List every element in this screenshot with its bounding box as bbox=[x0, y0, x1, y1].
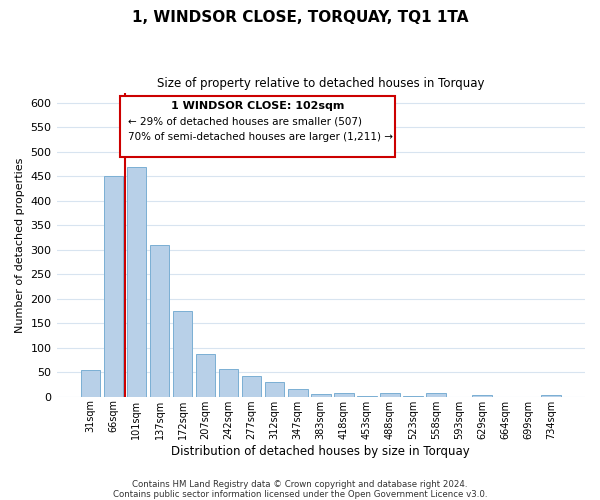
Bar bbox=[288, 390, 308, 396]
Bar bbox=[104, 176, 123, 396]
Bar bbox=[196, 354, 215, 397]
Bar bbox=[380, 393, 400, 396]
X-axis label: Distribution of detached houses by size in Torquay: Distribution of detached houses by size … bbox=[172, 444, 470, 458]
Bar bbox=[334, 392, 353, 396]
Text: Contains HM Land Registry data © Crown copyright and database right 2024.: Contains HM Land Registry data © Crown c… bbox=[132, 480, 468, 489]
Bar bbox=[80, 370, 100, 396]
Bar bbox=[426, 392, 446, 396]
Text: Contains public sector information licensed under the Open Government Licence v3: Contains public sector information licen… bbox=[113, 490, 487, 499]
Bar bbox=[242, 376, 262, 396]
Bar bbox=[173, 311, 193, 396]
Bar bbox=[472, 395, 492, 396]
Text: ← 29% of detached houses are smaller (507): ← 29% of detached houses are smaller (50… bbox=[128, 116, 362, 126]
Bar bbox=[219, 369, 238, 396]
Bar bbox=[541, 395, 561, 396]
Y-axis label: Number of detached properties: Number of detached properties bbox=[15, 157, 25, 332]
Bar bbox=[311, 394, 331, 396]
Bar bbox=[149, 245, 169, 396]
Text: 1, WINDSOR CLOSE, TORQUAY, TQ1 1TA: 1, WINDSOR CLOSE, TORQUAY, TQ1 1TA bbox=[132, 10, 468, 25]
Title: Size of property relative to detached houses in Torquay: Size of property relative to detached ho… bbox=[157, 78, 485, 90]
Bar bbox=[265, 382, 284, 396]
Text: 1 WINDSOR CLOSE: 102sqm: 1 WINDSOR CLOSE: 102sqm bbox=[170, 100, 344, 110]
Bar bbox=[127, 166, 146, 396]
FancyBboxPatch shape bbox=[120, 96, 395, 157]
Text: 70% of semi-detached houses are larger (1,211) →: 70% of semi-detached houses are larger (… bbox=[128, 132, 393, 142]
